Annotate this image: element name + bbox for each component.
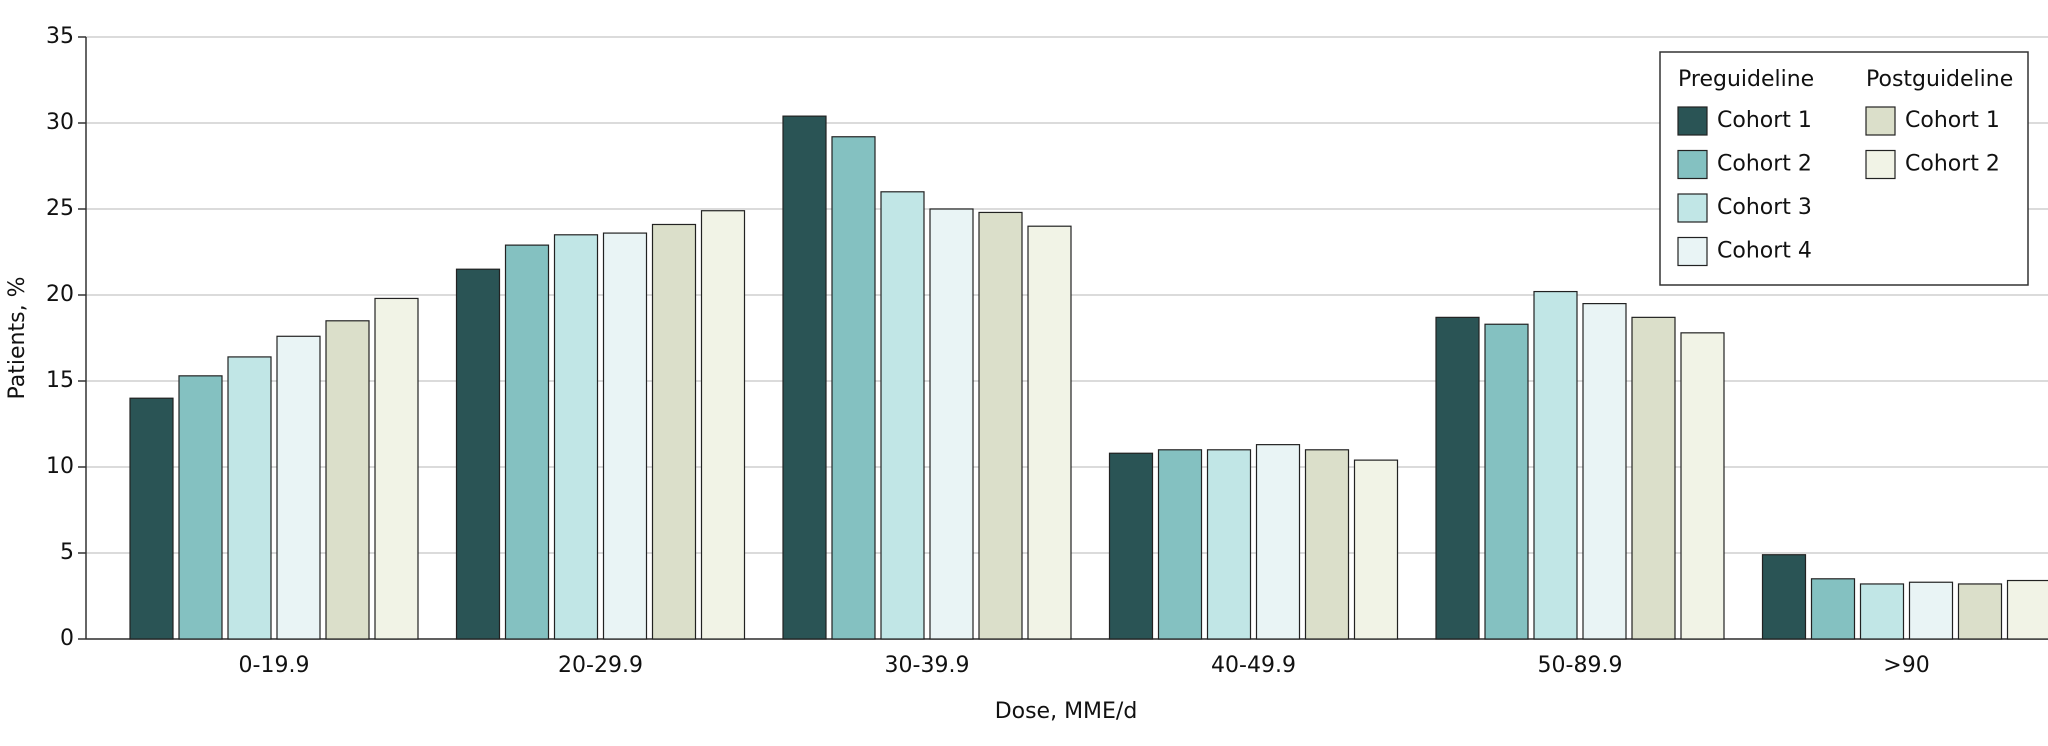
x-tick-label: 0-19.9	[239, 653, 310, 678]
bar	[700, 210, 746, 640]
legend-label: Cohort 4	[1717, 239, 1812, 264]
bar	[651, 223, 697, 640]
legend-group-title: Postguideline	[1866, 67, 2013, 92]
y-tick-label: 0	[60, 626, 74, 651]
bar	[1484, 323, 1529, 640]
bar	[374, 297, 419, 640]
x-tick-label: >90	[1883, 653, 1929, 678]
bar	[1206, 449, 1252, 640]
x-tick-label: 30-39.9	[885, 653, 970, 678]
bar	[553, 234, 599, 640]
legend-label: Cohort 2	[1717, 152, 1812, 177]
bar	[1027, 225, 1072, 640]
legend-label: Cohort 1	[1717, 108, 1812, 133]
y-tick-label: 25	[46, 196, 74, 221]
bar	[1304, 449, 1350, 640]
legend-swatch	[1677, 106, 1708, 136]
bar	[1631, 316, 1676, 640]
bar	[1353, 459, 1399, 640]
legend-box	[1659, 51, 2029, 286]
bar	[1157, 449, 1203, 640]
legend-swatch	[1677, 149, 1708, 180]
bar	[504, 244, 550, 640]
legend-group-title: Preguideline	[1678, 67, 1814, 92]
bar	[1435, 316, 1480, 640]
bar	[325, 320, 370, 640]
x-tick-label: 50-89.9	[1538, 653, 1623, 678]
bar	[2006, 579, 2048, 640]
bar	[1680, 332, 1725, 640]
bar	[978, 211, 1023, 640]
legend-swatch	[1677, 193, 1708, 223]
bar	[1255, 444, 1301, 640]
y-tick-label: 20	[46, 282, 74, 307]
bar	[880, 191, 925, 640]
bar	[276, 335, 321, 640]
legend-swatch	[1865, 149, 1896, 180]
bar	[1108, 452, 1154, 640]
x-tick-label: 40-49.9	[1211, 653, 1296, 678]
y-tick-label: 30	[46, 110, 74, 135]
legend-swatch	[1677, 236, 1708, 267]
bar	[929, 208, 974, 640]
legend-label: Cohort 2	[1905, 152, 2000, 177]
bar	[227, 356, 272, 640]
bar	[831, 136, 876, 640]
y-tick-label: 5	[60, 540, 74, 565]
y-axis-label: Patients, %	[5, 277, 30, 400]
bar	[1859, 583, 1905, 640]
bar	[1582, 303, 1627, 640]
legend-swatch	[1865, 106, 1896, 136]
bar	[602, 232, 648, 640]
y-tick-label: 10	[46, 454, 74, 479]
bar	[1957, 583, 2003, 640]
bar	[455, 268, 501, 640]
x-tick-label: 20-29.9	[558, 653, 643, 678]
bar	[129, 397, 174, 640]
bar	[1908, 581, 1954, 640]
y-tick-label: 35	[46, 24, 74, 49]
legend-label: Cohort 3	[1717, 195, 1812, 220]
x-axis-label: Dose, MME/d	[995, 699, 1138, 724]
bar	[1533, 290, 1578, 640]
bar	[1761, 554, 1807, 640]
bar	[1810, 578, 1856, 640]
bar	[178, 375, 223, 640]
y-tick-label: 15	[46, 368, 74, 393]
legend-label: Cohort 1	[1905, 108, 2000, 133]
bar	[782, 115, 827, 640]
